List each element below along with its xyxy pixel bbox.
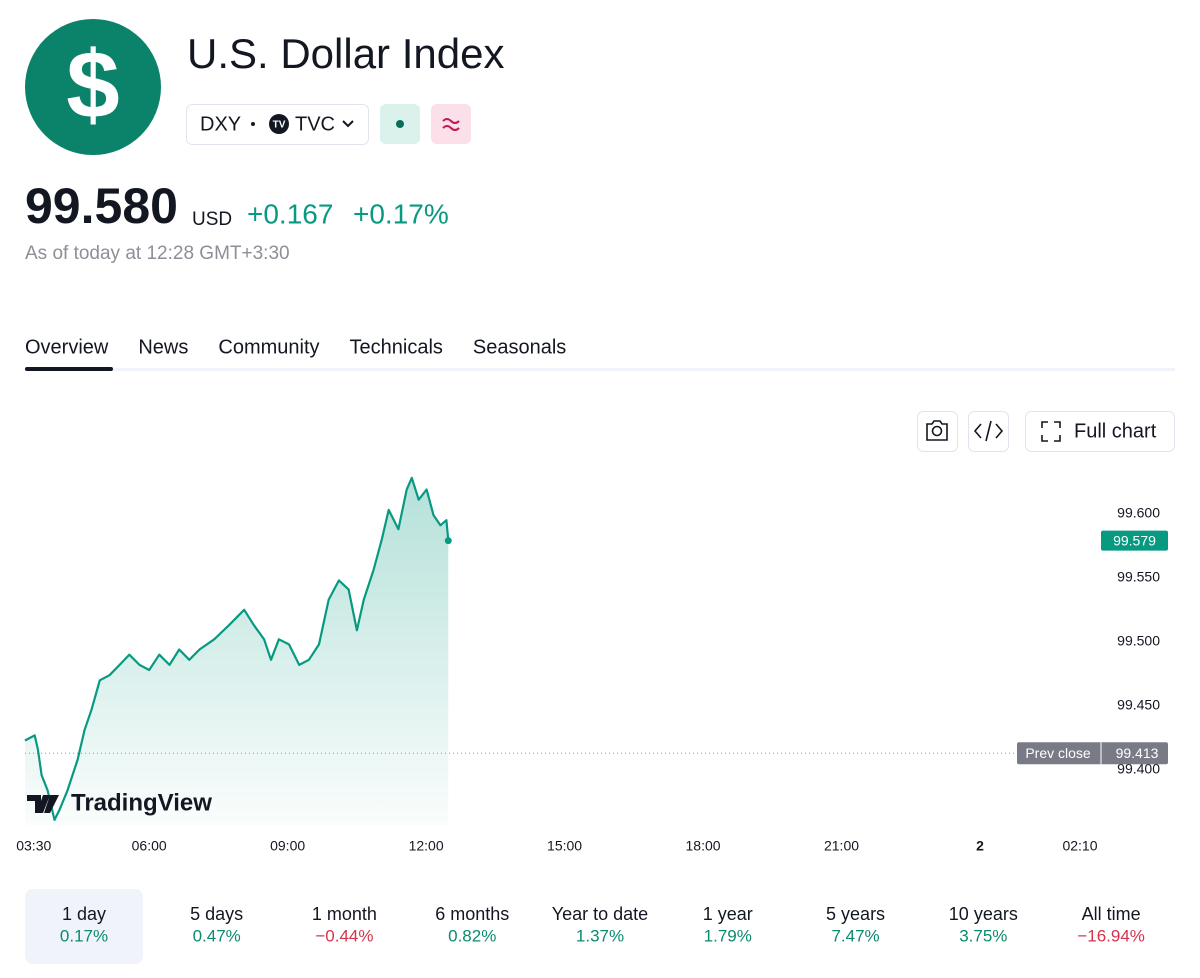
range-change: 0.82% (448, 926, 496, 945)
range-label: Year to date (552, 904, 648, 924)
prev-close-value: 99.413 (1116, 745, 1159, 761)
logo-symbol: $ (66, 31, 119, 138)
range-change: 0.47% (193, 926, 241, 945)
status-dot (396, 120, 404, 128)
camera-icon (926, 420, 948, 441)
as-of: As of today at 12:28 GMT+3:30 (25, 243, 290, 264)
snapshot-button[interactable] (917, 411, 958, 452)
exchange-icon-glyph: TV (273, 120, 286, 131)
tab-indicator (25, 367, 113, 371)
y-tick-label: 99.450 (1117, 697, 1160, 713)
range-change: 1.79% (704, 926, 752, 945)
chart: 99.400 99.450 99.500 99.550 99.600 03:30 06:00… (16, 476, 1168, 854)
change: +0.167 (247, 198, 333, 229)
full-chart-label: Full chart (1074, 420, 1157, 442)
range-label: 1 year (703, 904, 753, 924)
last-price-badge (1101, 530, 1168, 551)
currency: USD (192, 209, 232, 230)
range-change: −16.94% (1077, 926, 1145, 945)
x-tick-label: 12:00 (409, 838, 444, 854)
range-change: 3.75% (959, 926, 1007, 945)
x-tick-label: 2 (976, 838, 984, 854)
delayed-icon (442, 118, 460, 131)
prev-close-badge (1017, 742, 1168, 765)
y-tick-label: 99.600 (1117, 504, 1160, 520)
separator (251, 122, 255, 126)
range-change: 7.47% (831, 926, 879, 945)
tab[interactable]: Overview (25, 336, 109, 358)
delayed-badge[interactable] (431, 104, 471, 144)
range-change: 0.17% (60, 926, 108, 945)
range-label: 5 days (190, 904, 243, 924)
x-tick-label: 02:10 (1062, 838, 1097, 854)
price-line (24, 476, 450, 821)
price: 99.580 (25, 178, 178, 234)
y-tick-label: 99.550 (1117, 569, 1160, 585)
range-label: 6 months (435, 904, 509, 924)
range-label: 10 years (949, 904, 1018, 924)
x-tick-label: 21:00 (824, 838, 859, 854)
fullscreen-icon (1041, 421, 1061, 442)
range-label: 5 years (826, 904, 885, 924)
logo (25, 19, 161, 155)
tab[interactable]: Technicals (350, 336, 443, 358)
tab[interactable]: Seasonals (473, 336, 566, 358)
tab[interactable]: News (138, 336, 188, 358)
watermark-logo (27, 795, 59, 813)
last-point (444, 537, 452, 545)
y-tick-label: 99.400 (1117, 761, 1160, 777)
exchange: TVC (295, 113, 335, 135)
range-label: 1 day (62, 904, 106, 924)
prev-close-label: Prev close (1025, 745, 1091, 761)
x-tick-label: 18:00 (686, 838, 721, 854)
camera-lens (931, 425, 943, 437)
embed-icon (973, 420, 1004, 442)
x-tick-label: 15:00 (547, 838, 582, 854)
y-tick-label: 99.500 (1117, 633, 1160, 649)
range-label: 1 month (312, 904, 377, 924)
range-change: −0.44% (315, 926, 373, 945)
full-chart-button[interactable] (1025, 411, 1175, 452)
symbol: DXY (200, 113, 241, 135)
area (25, 477, 449, 825)
exchange-icon (269, 114, 289, 134)
tab-rail (25, 368, 1175, 371)
chevron (342, 120, 354, 128)
watermark: TradingView (71, 789, 212, 816)
range-change: 1.37% (576, 926, 624, 945)
last-price-label: 99.579 (1113, 532, 1156, 548)
title: U.S. Dollar Index (187, 30, 504, 77)
x-tick-label: 09:00 (270, 838, 305, 854)
range-selected[interactable] (25, 889, 143, 964)
x-tick-label: 06:00 (132, 838, 167, 854)
range-label: All time (1082, 904, 1141, 924)
tab[interactable]: Community (218, 336, 319, 358)
change-percent: +0.17% (353, 198, 449, 229)
x-tick-label: 03:30 (16, 838, 51, 854)
